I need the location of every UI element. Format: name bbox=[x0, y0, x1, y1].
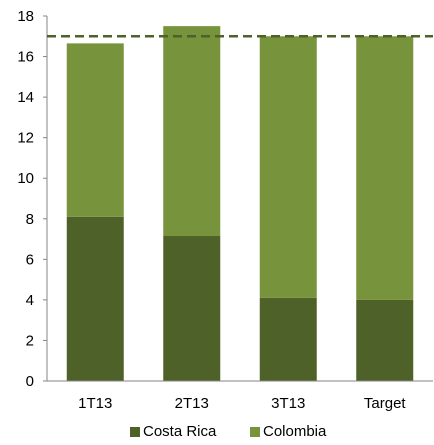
x-tick-label: 1T13 bbox=[78, 395, 112, 412]
y-tick-label: 18 bbox=[17, 8, 34, 25]
y-tick-label: 14 bbox=[17, 89, 34, 106]
y-tick-label: 6 bbox=[26, 251, 34, 268]
x-tick-label: 3T13 bbox=[271, 395, 305, 412]
bar-costa-rica-target bbox=[356, 299, 414, 381]
x-tick-label: 2T13 bbox=[175, 395, 209, 412]
legend-swatch-colombia bbox=[250, 427, 260, 437]
x-axis-labels: 1T13 2T13 3T13 Target bbox=[78, 395, 406, 412]
bar-costa-rica-1t13 bbox=[66, 216, 124, 381]
y-axis-ticks: 0 2 4 6 8 10 12 14 16 18 bbox=[17, 8, 47, 390]
axes bbox=[46, 16, 433, 382]
y-tick-label: 4 bbox=[26, 292, 34, 309]
bar-colombia-3t13 bbox=[259, 36, 317, 298]
bar-colombia-2t13 bbox=[163, 26, 221, 237]
y-tick-label: 10 bbox=[17, 170, 34, 187]
bar-colombia-1t13 bbox=[66, 43, 124, 217]
bars bbox=[66, 26, 414, 381]
y-tick-label: 8 bbox=[26, 211, 34, 228]
legend: Costa Rica Colombia bbox=[130, 423, 327, 440]
bar-colombia-target bbox=[356, 36, 414, 300]
bar-costa-rica-3t13 bbox=[259, 297, 317, 381]
bar-costa-rica-2t13 bbox=[163, 236, 221, 381]
legend-label-costa-rica: Costa Rica bbox=[143, 423, 217, 440]
y-tick-label: 12 bbox=[17, 130, 34, 147]
y-tick-label: 0 bbox=[26, 373, 34, 390]
legend-swatch-costa-rica bbox=[130, 427, 140, 437]
y-tick-label: 2 bbox=[26, 332, 34, 349]
x-tick-label: Target bbox=[364, 395, 407, 412]
legend-label-colombia: Colombia bbox=[263, 423, 327, 440]
y-tick-label: 16 bbox=[17, 49, 34, 66]
